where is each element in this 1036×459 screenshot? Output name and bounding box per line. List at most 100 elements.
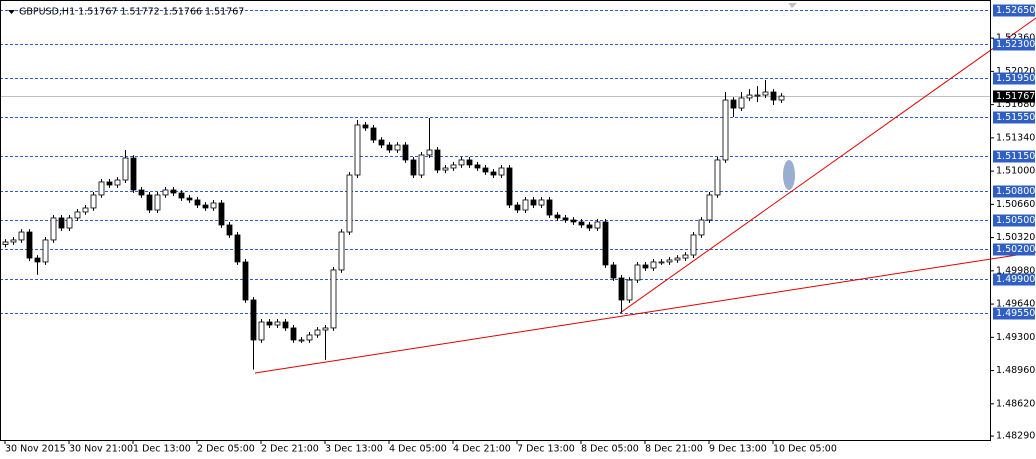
candle-body (354, 124, 361, 176)
candle-body (562, 217, 569, 221)
price-label: 1.51767 (996, 91, 1035, 102)
candle-body (498, 167, 505, 176)
y-tick-label: 1.51340 (996, 132, 1035, 143)
candle-body (330, 269, 337, 329)
candle-body (42, 239, 49, 263)
marker (783, 160, 795, 190)
price-box (993, 90, 1035, 103)
x-tick-label: 7 Dec 13:00 (517, 444, 575, 455)
level-label: 1.49900 (996, 274, 1035, 285)
candle-body (546, 199, 553, 216)
candle-body (258, 321, 265, 341)
level-box (993, 38, 1035, 51)
level-box (993, 214, 1035, 227)
candle-body (114, 179, 121, 186)
candle-body (202, 204, 209, 209)
candle-body (490, 171, 497, 176)
candle-body (682, 254, 689, 259)
candle-body (690, 234, 697, 256)
candle-body (570, 219, 577, 223)
level-label: 1.52650 (996, 5, 1035, 16)
x-tick-label: 1 Dec 13:00 (133, 444, 191, 455)
candle-body (250, 299, 257, 341)
candle-body (362, 124, 369, 129)
y-tick-label: 1.48290 (996, 431, 1035, 442)
candle-body (82, 207, 89, 213)
candle-body (290, 327, 297, 341)
candle-body (762, 91, 769, 96)
x-tick-label: 4 Dec 05:00 (389, 444, 447, 455)
candle-body (738, 97, 745, 109)
candle-body (130, 157, 137, 191)
candle-body (122, 157, 129, 181)
candle-body (650, 261, 657, 269)
x-tick-label: 30 Nov 2015 (5, 444, 66, 455)
candle-body (74, 211, 81, 219)
candle-body (410, 159, 417, 176)
plot-frame (0, 0, 991, 441)
candle-body (602, 221, 609, 266)
x-tick-label: 2 Dec 05:00 (197, 444, 255, 455)
candle-body (458, 159, 465, 166)
candle-body (578, 221, 585, 226)
candle-body (18, 231, 25, 241)
candle-body (210, 202, 217, 209)
candle-body (442, 167, 449, 171)
candle-body (522, 199, 529, 211)
candle-body (58, 217, 65, 229)
candle-body (338, 231, 345, 271)
level-box (993, 111, 1035, 124)
candle-body (586, 224, 593, 229)
y-tick-label: 1.49980 (996, 265, 1035, 276)
candle-body (658, 261, 665, 264)
candle-body (450, 164, 457, 169)
candle-body (402, 144, 409, 161)
candle-body (346, 174, 353, 233)
level-box (993, 72, 1035, 85)
candle-body (106, 181, 113, 186)
candle-body (778, 95, 785, 101)
candle-body (162, 189, 169, 196)
candle-body (730, 99, 737, 109)
level-label: 1.50800 (996, 186, 1035, 197)
candle-body (170, 189, 177, 194)
level-label: 1.49550 (996, 308, 1035, 319)
x-tick-label: 10 Dec 05:00 (773, 444, 837, 455)
candle-body (186, 197, 193, 201)
candle-body (234, 234, 241, 263)
candle-body (10, 239, 17, 243)
y-tick-label: 1.51000 (996, 166, 1035, 177)
candle-body (634, 264, 641, 281)
trend-line (619, 17, 1036, 314)
candle-body (274, 321, 281, 326)
candle-body (434, 149, 441, 171)
candle-body (770, 91, 777, 101)
candle-body (610, 264, 617, 279)
candle-body (666, 259, 673, 263)
candle-body (66, 217, 73, 229)
candle-body (194, 199, 201, 206)
candle-body (514, 204, 521, 211)
candle-body (698, 219, 705, 236)
candle-body (146, 194, 153, 211)
candle-body (26, 231, 33, 259)
candle-body (50, 217, 57, 241)
y-tick-label: 1.51680 (996, 99, 1035, 110)
menu-arrow (8, 10, 15, 14)
y-tick-label: 1.48960 (996, 365, 1035, 376)
x-tick-label: 9 Dec 13:00 (709, 444, 767, 455)
y-tick-label: 1.48620 (996, 398, 1035, 409)
candle-body (218, 202, 225, 226)
level-label: 1.51950 (996, 73, 1035, 84)
y-tick-label: 1.50320 (996, 232, 1035, 243)
y-tick-label: 1.52020 (996, 66, 1035, 77)
level-label: 1.51150 (996, 151, 1035, 162)
x-tick-label: 3 Dec 13:00 (325, 444, 383, 455)
candle-body (506, 167, 513, 206)
candle-body (418, 154, 425, 176)
candle-body (538, 199, 545, 206)
level-label: 1.50500 (996, 215, 1035, 226)
